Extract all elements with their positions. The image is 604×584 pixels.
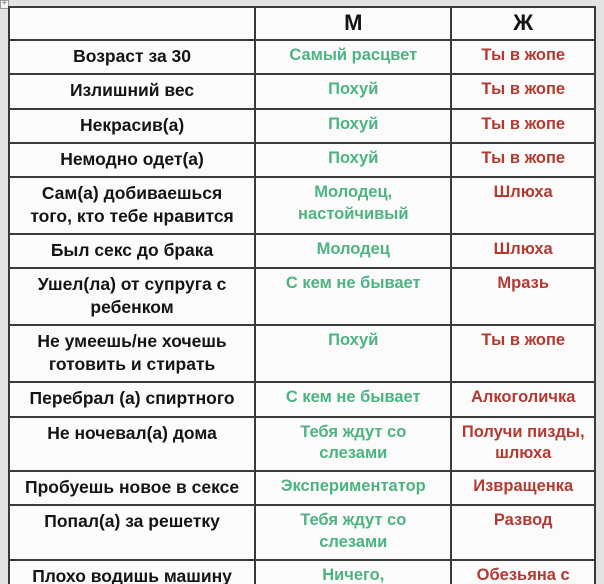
row-label-cell: Некрасив(а): [7, 107, 257, 144]
female-cell: Получи пизды, шлюха: [450, 415, 596, 473]
female-cell: Алкоголичка: [450, 381, 596, 418]
table-row: Перебрал (а) спиртного С кем не бывает А…: [7, 381, 596, 418]
row-label-cell: Излишний вес: [7, 73, 257, 110]
female-cell: Обезьяна с гранатой: [450, 558, 596, 584]
male-cell: С кем не бывает: [254, 381, 453, 418]
table-row: Пробуешь новое в сексе Экспериментатор И…: [7, 470, 596, 507]
row-label-cell: Возраст за 30: [7, 39, 257, 76]
row-label-cell: Перебрал (а) спиртного: [7, 381, 257, 418]
table-row: Попал(а) за решетку Тебя ждут со слезами…: [7, 504, 596, 561]
male-cell: Ничего, научишься: [254, 558, 453, 584]
female-cell: Шлюха: [450, 175, 596, 235]
table-row: Немодно одет(а) Похуй Ты в жопе: [7, 141, 596, 178]
female-cell: Ты в жопе: [450, 39, 596, 76]
row-label-cell: Сам(а) добиваешься того, кто тебе нравит…: [7, 175, 257, 235]
table-row: Сам(а) добиваешься того, кто тебе нравит…: [7, 175, 596, 235]
female-cell: Шлюха: [450, 232, 596, 270]
male-cell: Тебя ждут со слезами: [254, 415, 453, 473]
table-row: Возраст за 30 Самый расцвет Ты в жопе: [7, 39, 596, 76]
male-cell: Похуй: [254, 324, 453, 384]
female-cell: Развод: [450, 504, 596, 561]
row-label-cell: Пробуешь новое в сексе: [7, 470, 257, 507]
male-cell: Похуй: [254, 107, 453, 144]
female-cell: Ты в жопе: [450, 73, 596, 110]
male-cell: Самый расцвет: [254, 39, 453, 76]
female-cell: Ты в жопе: [450, 107, 596, 144]
male-cell: Экспериментатор: [254, 470, 453, 507]
male-column-header: М: [254, 5, 453, 42]
row-label-cell: Попал(а) за решетку: [7, 504, 257, 561]
table-body: Возраст за 30 Самый расцвет Ты в жопе Из…: [7, 39, 596, 584]
male-cell: Похуй: [254, 141, 453, 178]
table-row: Не ночевал(а) дома Тебя ждут со слезами …: [7, 415, 596, 473]
row-label-cell: Не умеешь/не хочешь готовить и стирать: [7, 324, 257, 384]
corner-header-cell: [7, 5, 257, 42]
male-cell: С кем не бывает: [254, 267, 453, 327]
table-row: Излишний вес Похуй Ты в жопе: [7, 73, 596, 110]
table-row: Плохо водишь машину Ничего, научишься Об…: [7, 558, 596, 584]
comparison-table: М Ж Возраст за 30 Самый расцвет Ты в жоп…: [7, 5, 596, 584]
female-cell: Ты в жопе: [450, 141, 596, 178]
female-cell: Извращенка: [450, 470, 596, 507]
image-placeholder-icon: [0, 0, 9, 9]
male-cell: Молодец: [254, 232, 453, 270]
row-label-cell: Ушел(ла) от супруга с ребенком: [7, 267, 257, 327]
female-column-header: Ж: [450, 5, 596, 42]
row-label-cell: Плохо водишь машину: [7, 558, 257, 584]
table-row: Был секс до брака Молодец Шлюха: [7, 232, 596, 270]
male-cell: Похуй: [254, 73, 453, 110]
female-cell: Мразь: [450, 267, 596, 327]
female-cell: Ты в жопе: [450, 324, 596, 384]
row-label-cell: Немодно одет(а): [7, 141, 257, 178]
row-label-cell: Был секс до брака: [7, 232, 257, 270]
male-cell: Тебя ждут со слезами: [254, 504, 453, 561]
header-row: М Ж: [7, 5, 596, 42]
table-row: Ушел(ла) от супруга с ребенком С кем не …: [7, 267, 596, 327]
row-label-cell: Не ночевал(а) дома: [7, 415, 257, 473]
male-cell: Молодец, настойчивый: [254, 175, 453, 235]
table-row: Не умеешь/не хочешь готовить и стирать П…: [7, 324, 596, 384]
table-row: Некрасив(а) Похуй Ты в жопе: [7, 107, 596, 144]
